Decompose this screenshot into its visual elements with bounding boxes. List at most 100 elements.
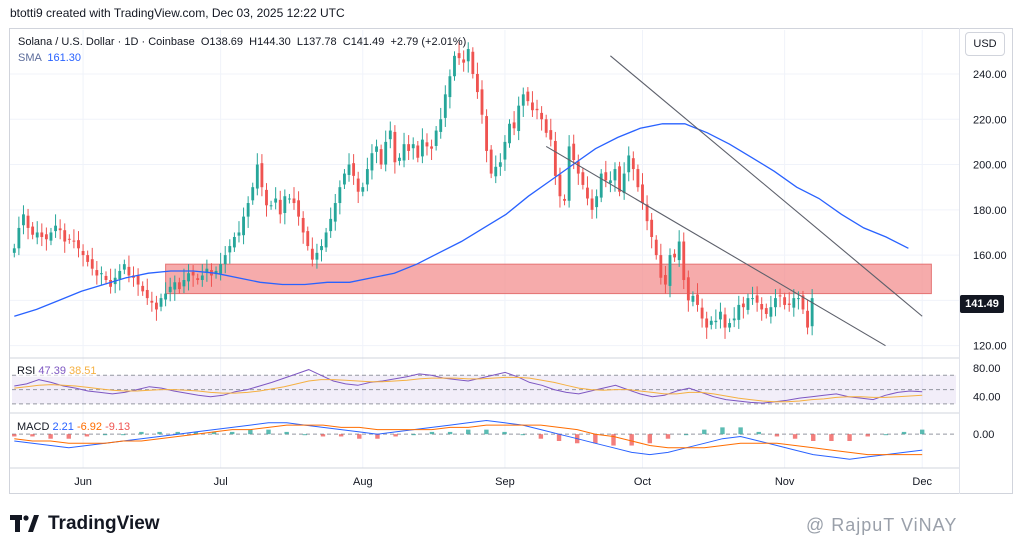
candle: [407, 135, 411, 161]
chart-attribution: btotti9 created with TradingView.com, De…: [10, 6, 345, 20]
candle-body: [31, 226, 35, 235]
macd-histogram-bar: [211, 431, 217, 435]
macd-histogram-bar: [466, 429, 471, 435]
candle: [40, 223, 44, 247]
candle-body: [553, 140, 557, 176]
candle: [586, 176, 589, 206]
candle-body: [686, 277, 690, 301]
candle: [17, 216, 21, 256]
main-legend: Solana / U.S. Dollar · 1D · Coinbase O13…: [18, 34, 466, 66]
macd-histogram-bar: [48, 434, 53, 439]
candle: [604, 160, 608, 188]
candle-body: [673, 253, 677, 258]
macd-histogram-bar: [447, 431, 453, 435]
candle: [145, 278, 149, 305]
candle: [636, 164, 640, 192]
price-tick-label: 220.00: [973, 114, 1007, 126]
time-axis-labels: Jun Jul Aug Sep Oct Nov Dec: [74, 476, 932, 488]
candle-body: [691, 295, 695, 302]
candle: [352, 154, 356, 185]
candle-body: [480, 89, 484, 115]
candle-body: [242, 216, 245, 236]
currency-selector[interactable]: USD: [965, 32, 1005, 56]
candle: [168, 277, 172, 302]
candle: [44, 227, 48, 251]
candle: [324, 227, 328, 252]
candle-body: [136, 275, 140, 285]
macd-legend[interactable]: MACD 2.21 -6.92 -9.13: [17, 421, 131, 433]
candle-body: [787, 303, 791, 305]
candle-body: [67, 238, 71, 240]
candle: [370, 144, 374, 180]
candle-body: [306, 231, 310, 247]
candle: [191, 265, 195, 287]
candle-body: [677, 241, 681, 261]
price-tick-label: 180.00: [973, 205, 1007, 217]
candle-body: [631, 158, 635, 170]
candle-body: [663, 275, 667, 285]
candle-body: [370, 153, 374, 171]
price-tick-label: 120.00: [973, 341, 1007, 353]
candle-body: [746, 298, 750, 310]
macd-line-value: -6.92: [76, 421, 103, 433]
candle: [769, 295, 773, 324]
candle: [631, 151, 635, 181]
candle-body: [361, 187, 365, 192]
candle: [242, 207, 245, 245]
candle-body: [251, 187, 255, 201]
rsi-legend[interactable]: RSI 47.39 38.51: [17, 365, 97, 377]
candle: [810, 289, 814, 336]
macd-histogram-bar: [702, 429, 707, 435]
candle-body: [526, 91, 530, 102]
symbol-label[interactable]: Solana / U.S. Dollar · 1D · Coinbase: [18, 36, 195, 48]
candle-body: [320, 246, 323, 251]
candle: [237, 221, 241, 243]
sma-label[interactable]: SMA: [18, 52, 42, 64]
macd-histogram-bar: [593, 434, 598, 444]
candle: [599, 169, 603, 203]
candle-body: [462, 59, 466, 63]
candle: [141, 281, 145, 296]
macd-line: [14, 419, 923, 460]
candle: [26, 208, 30, 240]
candle-body: [99, 273, 103, 275]
candle-body: [145, 289, 149, 299]
candle-body: [237, 232, 241, 236]
candle-body: [457, 53, 461, 59]
candle: [517, 96, 521, 141]
price-axis-separator: [959, 28, 960, 494]
candle: [466, 42, 470, 73]
candle-body: [599, 173, 603, 198]
candle: [641, 173, 644, 210]
macd-histogram-bar: [629, 434, 634, 446]
macd-histogram-bar: [266, 429, 271, 435]
macd-histogram-bar: [611, 434, 616, 446]
candle-body: [705, 318, 709, 328]
candle-body: [347, 164, 351, 175]
chart-frame[interactable]: [9, 28, 1013, 494]
candle-body: [416, 145, 420, 158]
candle-body: [641, 184, 644, 204]
candle: [196, 273, 200, 285]
candle-body: [329, 218, 333, 232]
candle: [384, 130, 388, 172]
candle-body: [379, 149, 383, 165]
macd-histogram-bar: [102, 434, 108, 436]
candle-body: [122, 264, 126, 270]
rsi-label: RSI: [17, 365, 36, 377]
candle: [402, 132, 406, 168]
candle-body: [155, 302, 158, 310]
candle-body: [343, 173, 346, 185]
candle-body: [806, 310, 809, 328]
candle: [673, 249, 677, 262]
price-tick-label: 160.00: [973, 250, 1007, 262]
candle-body: [618, 166, 621, 192]
candle-body: [22, 214, 25, 226]
candle-body: [168, 286, 172, 293]
candle: [654, 235, 658, 260]
candle: [338, 180, 342, 215]
candle-body: [586, 187, 589, 199]
candle-body: [177, 282, 181, 290]
candle: [659, 243, 663, 285]
